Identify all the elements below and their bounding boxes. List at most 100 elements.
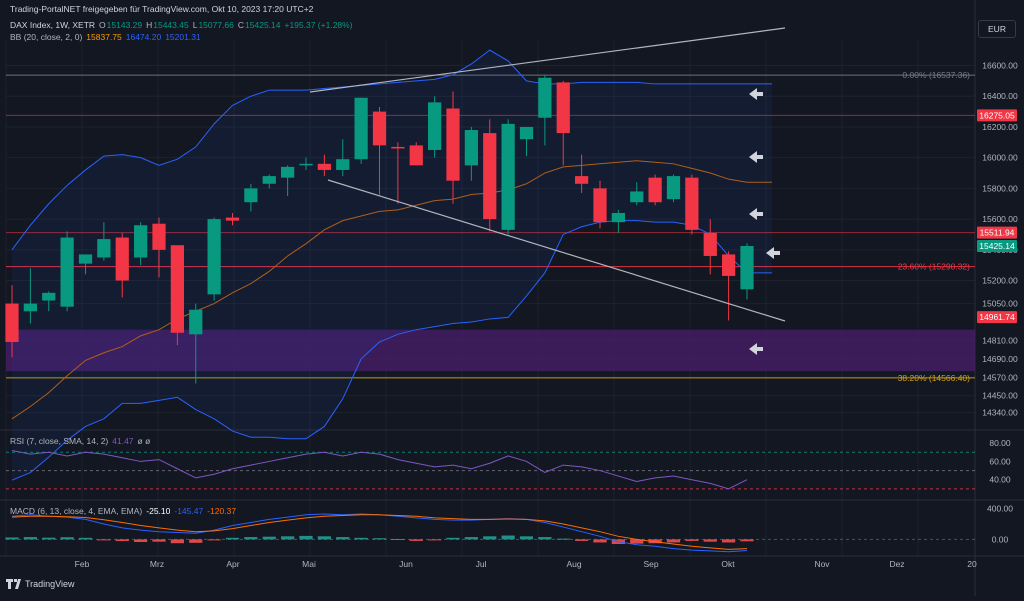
price-badge-label: 15425.14 [979,241,1015,251]
candle[interactable] [299,157,313,170]
candle[interactable] [207,217,221,301]
candle[interactable] [446,91,460,204]
macd-histogram-bar [225,537,240,540]
candle[interactable] [685,174,699,235]
time-tick-label: Okt [721,559,735,569]
candle-body [648,177,662,203]
candle[interactable] [483,119,497,232]
candle[interactable] [372,106,387,195]
macd-histogram-bar [703,539,717,542]
candle[interactable] [60,231,74,312]
candle[interactable] [115,232,129,298]
candle-body [244,188,258,203]
candle-body [60,237,74,307]
rsi-tick-label: 40.00 [989,475,1011,485]
candle[interactable] [409,142,423,166]
macd-histogram-bar [97,539,111,541]
candle[interactable] [501,119,515,235]
candle[interactable] [575,154,589,193]
candle-body [446,108,460,181]
candle[interactable] [134,222,148,266]
upper-trendline[interactable] [309,27,786,93]
open-value: 15143.29 [106,20,143,30]
candle[interactable] [336,139,350,177]
bb-lower-line[interactable] [11,220,772,481]
time-tick-label: Mai [302,559,316,569]
candle[interactable] [170,245,184,346]
candle[interactable] [666,174,681,203]
arrow-marker-icon[interactable] [749,208,763,220]
symbol-name[interactable]: DAX Index, 1W, XETR [10,20,96,30]
bb-label[interactable]: BB (20, close, 2, 0) [10,32,83,42]
candle[interactable] [189,303,203,384]
candle-body [538,77,552,118]
tradingview-logo-icon [6,579,21,589]
price-badge[interactable] [977,109,1017,122]
candle[interactable] [722,251,736,321]
candle-body [611,212,625,223]
candle[interactable] [519,126,534,157]
macd-label[interactable]: MACD (6, 13, close, 4, EMA, EMA) [10,506,143,516]
candle[interactable] [391,142,405,204]
price-badge[interactable] [977,311,1017,324]
candle[interactable] [317,154,331,177]
candle[interactable] [611,209,625,233]
price-tick-label: 14810.00 [982,335,1018,345]
price-badge[interactable] [977,226,1017,239]
arrow-marker-icon[interactable] [766,247,780,259]
candle[interactable] [152,217,166,278]
candle[interactable] [630,182,644,206]
candle[interactable] [97,222,111,261]
candle[interactable] [464,126,478,181]
price-tick-label: 16000.00 [982,153,1018,163]
price-tick-label: 14690.00 [982,354,1018,364]
candle[interactable] [538,74,552,146]
arrow-marker-icon[interactable] [749,88,763,100]
candle[interactable] [556,80,570,166]
support-zone[interactable] [6,329,975,372]
macd-histogram-bar [666,539,681,543]
tradingview-logo[interactable]: TradingView [6,579,75,589]
macd-signal-line[interactable] [11,514,748,550]
candle-body [391,146,405,149]
price-tick-label: 16200.00 [982,122,1018,132]
rsi-line[interactable] [11,449,748,490]
candle[interactable] [244,183,258,212]
arrow-marker-icon[interactable] [749,343,763,355]
candle[interactable] [740,243,754,300]
candle[interactable] [78,254,93,275]
candle[interactable] [225,212,240,226]
bb-upper-line[interactable] [11,49,772,251]
overlay-levels: 0.00% (16537.36) 23.60% (15290.32) 38.20% … [6,70,975,383]
candle[interactable] [42,291,56,312]
price-badge-label: 16275.05 [979,110,1015,120]
candle[interactable] [262,174,276,189]
candle[interactable] [593,180,607,229]
lower-trendline[interactable] [327,179,786,322]
macd-histogram-bar [42,537,56,540]
arrow-marker-icon[interactable] [749,151,763,163]
candle[interactable] [428,96,442,158]
candle[interactable] [648,174,662,206]
candle[interactable] [703,219,717,275]
bb-basis-line[interactable] [11,160,772,420]
candle[interactable] [354,97,368,164]
currency-button[interactable]: EUR [978,20,1016,38]
candle[interactable] [281,165,295,197]
rsi-label[interactable]: RSI (7, close, SMA, 14, 2) [10,436,109,446]
candle-body [501,123,515,230]
price-badge[interactable] [977,239,1017,252]
macd-line[interactable] [11,513,748,553]
candle-body [134,225,148,258]
time-tick-label: Sep [643,559,658,569]
candle[interactable] [23,268,37,324]
candle-body [630,191,644,203]
rsi-pane: 80.00 60.00 40.00 [6,438,1011,490]
bb-upper-value: 16474.20 [125,32,162,42]
candle[interactable] [5,285,19,358]
time-tick-label: Jul [476,559,487,569]
rsi-legend: RSI (7, close, SMA, 14, 2) 41.47 ø ø [10,436,154,446]
macd-histogram-bar [593,539,607,543]
